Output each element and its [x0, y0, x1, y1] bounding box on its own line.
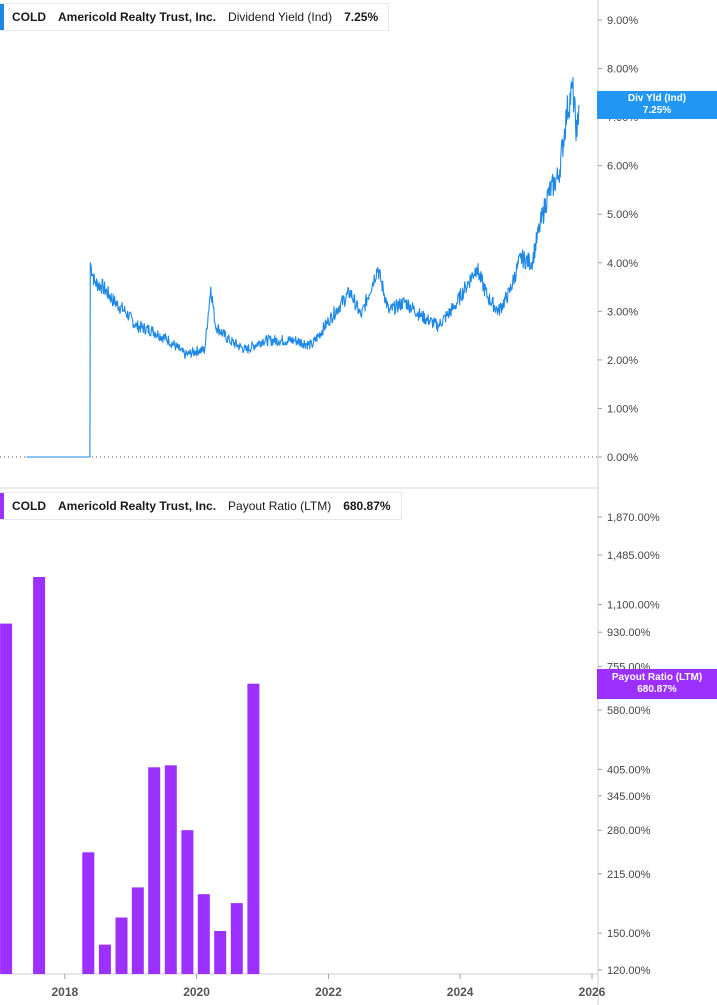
payout-legend-value: 680.87%	[343, 499, 391, 513]
yield-tag-value: 7.25%	[642, 105, 672, 116]
payout-legend-swatch	[0, 493, 4, 519]
yield-legend-company: Americold Realty Trust, Inc.	[58, 10, 217, 24]
x-tick-label: 2024	[447, 985, 474, 999]
x-tick-label: 2018	[51, 985, 78, 999]
yield-y-tick-label: 4.00%	[607, 258, 638, 270]
payout-legend-company: Americold Realty Trust, Inc.	[58, 499, 217, 513]
yield-legend-metric: Dividend Yield (Ind)	[228, 10, 333, 24]
yield-y-tick-label: 8.00%	[607, 64, 638, 76]
yield-y-tick-label: 3.00%	[607, 306, 638, 318]
payout-bar	[33, 577, 46, 974]
payout-y-tick-label: 580.00%	[607, 705, 651, 717]
yield-legend-swatch	[0, 4, 4, 30]
payout-y-tick-label: 215.00%	[607, 869, 651, 881]
yield-y-tick-label: 2.00%	[607, 355, 638, 367]
payout-y-tick-label: 120.00%	[607, 965, 651, 977]
payout-bar	[148, 767, 161, 974]
yield-y-tick-label: 9.00%	[607, 15, 638, 27]
payout-bar	[214, 931, 227, 974]
payout-bar	[115, 917, 128, 974]
payout-tag-value: 680.87%	[637, 684, 677, 695]
payout-bar	[247, 683, 260, 974]
x-axis: 2018 2020 2022 2024 2026	[51, 974, 606, 999]
x-tick-label: 2022	[315, 985, 342, 999]
payout-y-axis: 120.00% 150.00% 215.00% 280.00% 345.00% 405.0…	[598, 512, 660, 977]
payout-bar	[82, 852, 95, 974]
payout-y-tick-label: 150.00%	[607, 928, 651, 940]
yield-tag-label: Div Yld (Ind)	[627, 93, 687, 104]
yield-y-tick-label: 6.00%	[607, 161, 638, 173]
payout-bar	[131, 887, 144, 974]
payout-bar	[98, 944, 111, 974]
yield-y-tick-label: 5.00%	[607, 209, 638, 221]
payout-y-tick-label: 345.00%	[607, 791, 651, 803]
yield-series-line	[26, 77, 580, 458]
payout-bar	[181, 830, 194, 974]
x-tick-label: 2026	[579, 985, 606, 999]
yield-legend: COLD Americold Realty Trust, Inc. Divide…	[0, 3, 390, 31]
payout-bar	[230, 903, 243, 974]
yield-current-tag: Div Yld (Ind) 7.25%	[597, 91, 717, 119]
payout-bar	[0, 623, 13, 974]
payout-tag-label: Payout Ratio (LTM)	[611, 672, 703, 683]
payout-current-tag: Payout Ratio (LTM) 680.87%	[597, 669, 717, 699]
payout-bar	[164, 765, 177, 974]
yield-legend-ticker: COLD	[12, 10, 46, 24]
payout-legend-ticker: COLD	[12, 499, 46, 513]
yield-y-tick-label: 1.00%	[607, 403, 638, 415]
payout-y-tick-label: 1,870.00%	[607, 512, 660, 524]
yield-series	[26, 77, 580, 458]
yield-legend-value: 7.25%	[344, 10, 379, 24]
payout-bars	[0, 577, 260, 974]
payout-legend: COLD Americold Realty Trust, Inc. Payout…	[0, 492, 402, 520]
payout-y-tick-label: 405.00%	[607, 764, 651, 776]
payout-y-tick-label: 1,100.00%	[607, 600, 660, 612]
x-tick-label: 2020	[183, 985, 210, 999]
payout-bar	[197, 894, 210, 974]
payout-y-tick-label: 930.00%	[607, 627, 651, 639]
payout-y-tick-label: 1,485.00%	[607, 550, 660, 562]
payout-y-tick-label: 280.00%	[607, 825, 651, 837]
payout-legend-metric: Payout Ratio (LTM)	[228, 499, 332, 513]
yield-y-tick-label: 0.00%	[607, 452, 638, 464]
